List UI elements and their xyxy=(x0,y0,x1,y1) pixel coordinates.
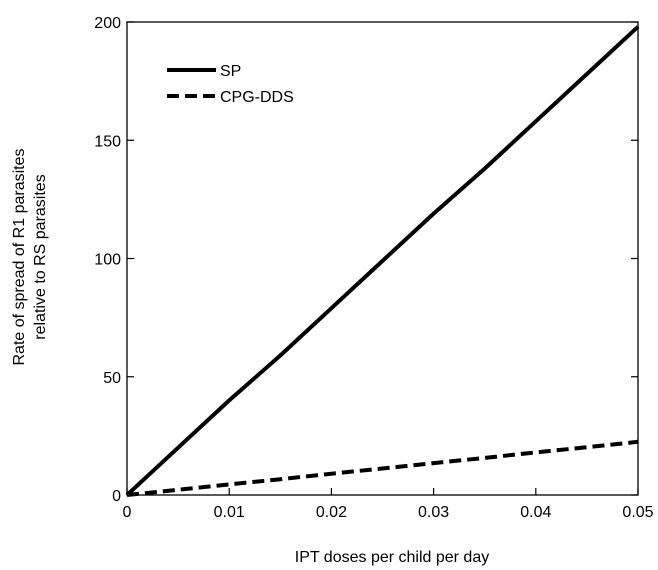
y-tick-label: 0 xyxy=(112,488,121,505)
y-axis-title-line-2: relative to RS parasites xyxy=(32,174,49,339)
x-tick-label: 0 xyxy=(123,504,132,521)
x-axis-title: IPT doses per child per day xyxy=(295,549,489,566)
y-tick-label: 200 xyxy=(94,15,121,32)
series xyxy=(125,25,640,497)
y-tick-label: 100 xyxy=(94,252,121,269)
series-line-cpg-dds xyxy=(126,439,639,497)
legend-label: CPG-DDS xyxy=(220,89,294,106)
legend-label: SP xyxy=(220,63,241,80)
y-tick-label: 50 xyxy=(103,370,121,387)
y-axis-title-line-1: Rate of spread of R1 parasites xyxy=(11,148,28,365)
x-tick-label: 0.01 xyxy=(214,504,245,521)
x-tick-label: 0.03 xyxy=(418,504,449,521)
y-tick-label: 150 xyxy=(94,133,121,150)
ticks: 0 0.01 0.02 0.03 0.04 0.05 0 50 100 150 200 xyxy=(94,15,653,521)
series-line-sp xyxy=(125,25,640,497)
x-tick-label: 0.05 xyxy=(622,504,653,521)
x-tick-label: 0.02 xyxy=(316,504,347,521)
x-tick-label: 0.04 xyxy=(520,504,551,521)
legend: SP CPG-DDS xyxy=(167,63,294,106)
